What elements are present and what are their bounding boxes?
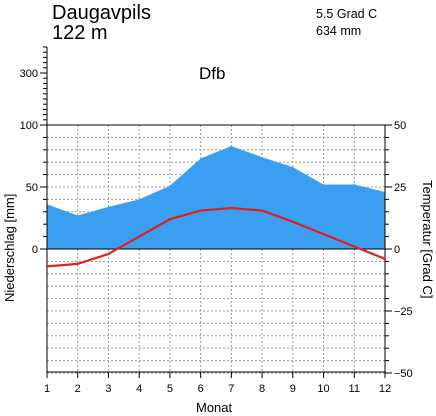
- temperature-line: [46, 206, 386, 268]
- x-tick-label: 3: [105, 383, 111, 395]
- x-tick-label: 4: [136, 383, 142, 395]
- mean-temperature: 5.5 Grad C: [316, 7, 377, 21]
- x-tick-label: 12: [379, 383, 391, 395]
- y-axis-left-label: Niederschlag [mm]: [2, 194, 17, 302]
- station-name: Daugavpils: [52, 2, 151, 24]
- y-left-tick-label: 100: [20, 120, 38, 132]
- y-right-tick-label: −25: [394, 306, 413, 318]
- y-right-tick-label: 50: [394, 120, 406, 132]
- temperature-point: [353, 245, 356, 248]
- temperature-point: [45, 265, 49, 268]
- precipitation-point: [261, 156, 263, 158]
- x-axis-label: Monat: [196, 400, 233, 415]
- temperature-point: [322, 233, 325, 236]
- precipitation-point: [138, 198, 140, 200]
- x-tick-label: 8: [259, 383, 265, 395]
- temperature-point: [107, 252, 110, 256]
- x-tick-label: 6: [198, 383, 204, 395]
- x-tick-label: 10: [317, 383, 329, 395]
- x-tick-label: 2: [75, 383, 81, 395]
- climate-class: Dfb: [199, 64, 225, 83]
- station-elevation: 122 m: [52, 22, 108, 44]
- precipitation-point: [200, 157, 202, 159]
- y-right-tick-label: 0: [394, 244, 400, 256]
- x-tick-label: 9: [290, 383, 296, 395]
- precipitation-point: [107, 206, 109, 208]
- y-right-tick-label: −50: [394, 368, 413, 380]
- temperature-point: [291, 220, 294, 223]
- temperature-point: [230, 206, 233, 210]
- y-left-tick-label: 300: [20, 68, 38, 80]
- temperature-point: [199, 209, 202, 212]
- annual-precipitation: 634 mm: [316, 24, 361, 38]
- x-tick-label: 11: [349, 383, 360, 395]
- temperature-point: [76, 262, 79, 265]
- temperature-point: [383, 257, 387, 261]
- y-axis-right-label: Temperatur [Grad C]: [420, 180, 435, 299]
- precipitation-point: [230, 145, 232, 147]
- temperature-point: [168, 218, 172, 221]
- precipitation-area: [47, 146, 385, 249]
- precipitation-point: [77, 215, 79, 217]
- temperature-point: [138, 235, 141, 238]
- precipitation-point: [353, 184, 355, 186]
- x-tick-label: 1: [44, 383, 50, 395]
- temperature-point: [260, 209, 264, 212]
- x-tick-label: 7: [228, 383, 234, 395]
- precipitation-point: [292, 166, 294, 168]
- x-tick-label: 5: [167, 383, 173, 395]
- precipitation-point: [323, 184, 325, 186]
- y-left-tick-label: 0: [32, 244, 38, 256]
- precipitation-point: [169, 185, 171, 187]
- y-right-tick-label: 25: [394, 182, 406, 194]
- temperature-line-layer: [45, 206, 387, 268]
- y-left-tick-label: 50: [26, 182, 38, 194]
- precipitation-area-layer: [46, 145, 386, 249]
